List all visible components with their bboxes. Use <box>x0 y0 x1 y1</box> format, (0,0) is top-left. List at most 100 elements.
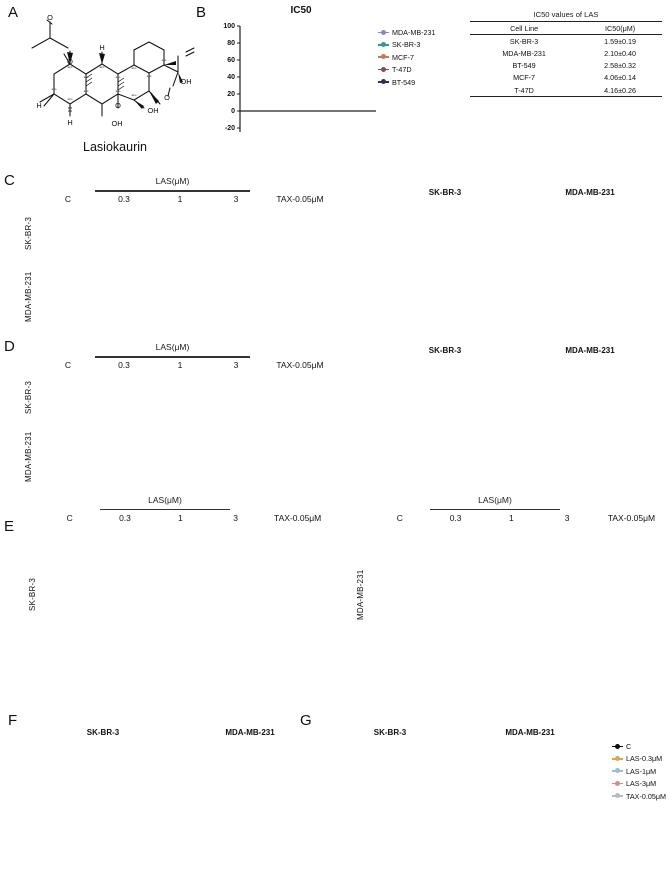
compound-name-label: Lasiokaurin <box>83 140 147 154</box>
legend-label: LAS-3μM <box>626 779 657 789</box>
panel-g-chart1-title: SK-BR-3 <box>373 728 407 737</box>
panel-f-chart1-title: SK-BR-3 <box>86 728 120 737</box>
col-header-3: 3 <box>233 513 239 523</box>
col-header-c: C <box>64 194 72 204</box>
legend-swatch <box>378 66 389 72</box>
legend-label: LAS-0.3μM <box>626 754 663 764</box>
col-header-cell-line: Cell Line <box>470 20 579 36</box>
panel-e-left-col-headers: C 0.3 1 3 TAX-0.05μM <box>42 513 332 523</box>
ic50-value: 4.16±0.26 <box>578 83 662 98</box>
panel-c-chart-mda <box>505 190 660 325</box>
panel-d-group-label: LAS(μM) <box>155 342 190 352</box>
legend-swatch <box>612 743 623 749</box>
col-header-c: C <box>64 360 72 370</box>
svg-text:abs: abs <box>132 66 137 70</box>
table-row: SK-BR-3 1.59±0.19 <box>470 35 662 48</box>
panel-c-chart2-title: MDA-MB-231 <box>565 188 615 197</box>
svg-text:H: H <box>36 101 41 110</box>
panel-d-chart-mda <box>505 348 660 483</box>
panel-e-row-label-skbr3: SK-BR-3 <box>28 578 37 612</box>
svg-text:abs: abs <box>116 89 121 93</box>
svg-text:60: 60 <box>227 57 235 64</box>
svg-text:abs: abs <box>147 74 152 78</box>
table-header-row: Cell Line IC50(μM) <box>470 20 662 36</box>
panel-letter-a: A <box>8 4 19 21</box>
col-header-1: 1 <box>177 194 183 204</box>
legend-item: BT-549 <box>378 78 436 87</box>
legend-item: C <box>612 742 666 751</box>
legend-label: MDA-MB-231 <box>392 28 436 37</box>
cell-line-value: T-47D <box>470 83 579 98</box>
table-row: BT-549 2.58±0.32 <box>470 60 662 72</box>
legend-swatch <box>378 79 389 85</box>
ic50-values-table: IC50 values of LAS Cell Line IC50(μM) SK… <box>470 10 662 98</box>
col-header-ic50: IC50(μM) <box>578 20 662 36</box>
svg-text:abs: abs <box>100 65 105 69</box>
panel-c-chart-skbr3 <box>358 190 503 325</box>
legend-label: MCF-7 <box>392 52 414 62</box>
panel-c-chart1-title: SK-BR-3 <box>428 188 462 197</box>
panel-c-group-bar <box>95 190 250 192</box>
legend-item: MDA-MB-231 <box>378 28 436 37</box>
panel-letter-g: G <box>300 712 312 729</box>
panel-d-chart1-title: SK-BR-3 <box>428 346 462 355</box>
panel-c-row-label-mda: MDA-MB-231 <box>24 271 33 323</box>
legend-item: MCF-7 <box>378 53 436 62</box>
col-header-c: C <box>396 513 403 523</box>
col-header-tax: TAX-0.05μM <box>274 513 322 523</box>
svg-text:O: O <box>47 13 53 22</box>
panel-letter-f: F <box>8 712 18 729</box>
legend-item: LAS-0.3μM <box>612 754 666 763</box>
panel-c-group-label: LAS(μM) <box>155 176 190 186</box>
ic50-table: Cell Line IC50(μM) SK-BR-3 1.59±0.19 MDA-… <box>470 20 662 98</box>
svg-text:abs: abs <box>52 87 57 91</box>
ic50-value: 1.59±0.19 <box>604 36 637 46</box>
panel-e-right-col-headers: C 0.3 1 3 TAX-0.05μM <box>372 513 668 523</box>
panel-g-legend: C LAS-0.3μM LAS-1μM LAS-3μM TAX-0.05μM <box>612 742 666 804</box>
col-header-c: C <box>66 513 73 523</box>
panel-f-chart-mda <box>158 730 318 870</box>
panel-f-chart2-title: MDA-MB-231 <box>225 728 275 737</box>
panel-letter-b: B <box>196 4 207 21</box>
panel-letter-d: D <box>4 338 15 355</box>
panel-g-chart-skbr3 <box>312 732 472 874</box>
ic50-value: 4.06±0.14 <box>604 73 637 83</box>
legend-item: LAS-3μM <box>612 779 666 788</box>
svg-text:O: O <box>67 57 73 66</box>
ic50-chart-svg: -20 0 20 40 60 80 100 <box>223 23 376 132</box>
legend-swatch <box>612 780 623 786</box>
panel-letter-c: C <box>4 172 15 189</box>
svg-text:abs: abs <box>84 75 89 79</box>
col-header-03: 0.3 <box>449 513 462 523</box>
cell-line-value: SK-BR-3 <box>509 36 539 46</box>
panel-d-col-headers: C 0.3 1 3 TAX-0.05μM <box>40 360 340 370</box>
col-header-3: 3 <box>233 360 239 370</box>
svg-text:OH: OH <box>111 119 122 128</box>
svg-text:O: O <box>115 101 121 110</box>
svg-text:OH: OH <box>180 77 191 86</box>
svg-text:-20: -20 <box>225 125 235 132</box>
panel-letter-e: E <box>4 518 15 535</box>
cell-line-value: BT-549 <box>512 61 536 71</box>
panel-b-legend: MDA-MB-231 SK-BR-3 MCF-7 T-47D BT-549 <box>378 28 436 90</box>
svg-text:OH: OH <box>147 106 158 115</box>
legend-swatch <box>378 29 389 35</box>
ic50-dose-response-chart: -20 0 20 40 60 80 100 <box>200 18 380 160</box>
ic50-value: 2.10±0.40 <box>604 48 637 58</box>
panel-e-right-group-bar <box>430 509 560 511</box>
legend-label: TAX-0.05μM <box>626 791 666 801</box>
svg-text:H: H <box>67 118 72 127</box>
panel-c-col-headers: C 0.3 1 3 TAX-0.05μM <box>40 194 340 204</box>
panel-d-chart-skbr3 <box>358 348 503 483</box>
col-header-3: 3 <box>233 194 239 204</box>
lasiokaurin-skeleton-svg: O O H O O OH OH OH H H abs abs abs abs abs… <box>31 13 195 128</box>
legend-item: TAX-0.05μM <box>612 792 666 801</box>
svg-text:40: 40 <box>227 74 235 81</box>
legend-swatch <box>378 54 389 60</box>
col-header-03: 0.3 <box>118 194 130 204</box>
col-header-tax: TAX-0.05μM <box>607 513 656 523</box>
panel-g-chart-mda <box>465 732 615 874</box>
svg-text:abs: abs <box>116 75 121 79</box>
legend-swatch <box>612 768 623 774</box>
panel-e-row-label-mda: MDA-MB-231 <box>356 569 365 621</box>
